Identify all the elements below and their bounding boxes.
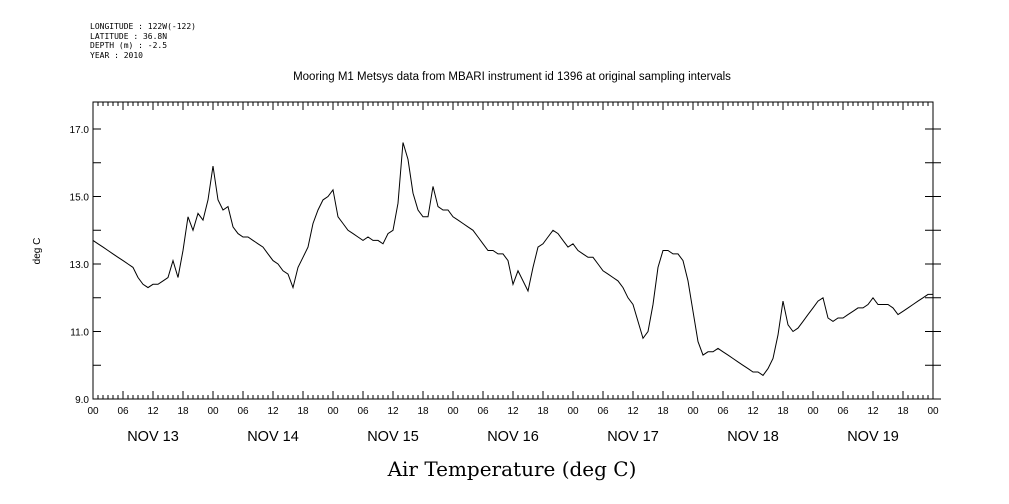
x-tick-label: 18: [897, 406, 909, 417]
day-label: NOV 15: [367, 429, 419, 445]
day-label: NOV 13: [127, 429, 179, 445]
x-tick-label: 00: [87, 406, 99, 417]
x-tick-label: 12: [507, 406, 519, 417]
x-tick-label: 06: [837, 406, 849, 417]
x-tick-label: 00: [207, 406, 219, 417]
x-tick-label: 18: [657, 406, 669, 417]
x-tick-label: 06: [237, 406, 249, 417]
y-tick-label: 11.0: [70, 328, 89, 339]
day-label: NOV 17: [607, 429, 659, 445]
longitude-label: LONGITUDE : 122W(-122): [90, 22, 196, 31]
x-tick-label: 12: [627, 406, 639, 417]
x-tick-label: 06: [597, 406, 609, 417]
y-tick-label: 9.0: [75, 395, 89, 406]
x-tick-label: 06: [477, 406, 489, 417]
latitude-label: LATITUDE : 36.8N: [90, 31, 168, 41]
x-tick-label: 06: [117, 406, 129, 417]
x-axis-label: Air Temperature (deg C): [387, 457, 637, 481]
axis-ticks: 00 06 12 18 00 06 12 18 00 06 12 18 00 06 12 18 00 06 12 18…: [70, 102, 941, 445]
x-tick-label: 00: [447, 406, 459, 417]
y-axis-label: deg C: [32, 238, 43, 265]
day-label: NOV 18: [727, 429, 779, 445]
series-line-air-temperature: [92, 142, 933, 377]
x-tick-label: 06: [717, 406, 729, 417]
x-tick-label: 18: [537, 406, 549, 417]
x-tick-label: 18: [297, 406, 309, 417]
x-tick-label: 00: [807, 406, 819, 417]
x-tick-label: 18: [177, 406, 189, 417]
x-tick-label: 00: [327, 406, 339, 417]
x-tick-label: 12: [867, 406, 879, 417]
station-metadata: LONGITUDE : 122W(-122) LATITUDE : 36.8N …: [90, 22, 196, 60]
y-tick-label: 15.0: [70, 193, 90, 204]
y-tick-label: 17.0: [70, 125, 90, 136]
x-tick-label: 12: [147, 406, 159, 417]
year-label: YEAR : 2010: [90, 50, 143, 60]
x-tick-label: 00: [927, 406, 939, 417]
depth-label: DEPTH (m) : -2.5: [90, 41, 168, 50]
plot-frame: [92, 101, 934, 400]
y-tick-label: 13.0: [70, 260, 90, 271]
day-label: NOV 14: [247, 429, 299, 445]
x-tick-label: 18: [417, 406, 429, 417]
day-label: NOV 16: [487, 429, 539, 445]
x-tick-label: 12: [267, 406, 279, 417]
x-tick-label: 12: [387, 406, 399, 417]
x-tick-label: 06: [357, 406, 369, 417]
x-tick-label: 12: [747, 406, 759, 417]
x-tick-label: 00: [687, 406, 699, 417]
x-tick-label: 18: [777, 406, 789, 417]
chart-title: Mooring M1 Metsys data from MBARI instru…: [293, 71, 731, 83]
day-label: NOV 19: [847, 429, 899, 445]
x-tick-label: 00: [567, 406, 579, 417]
